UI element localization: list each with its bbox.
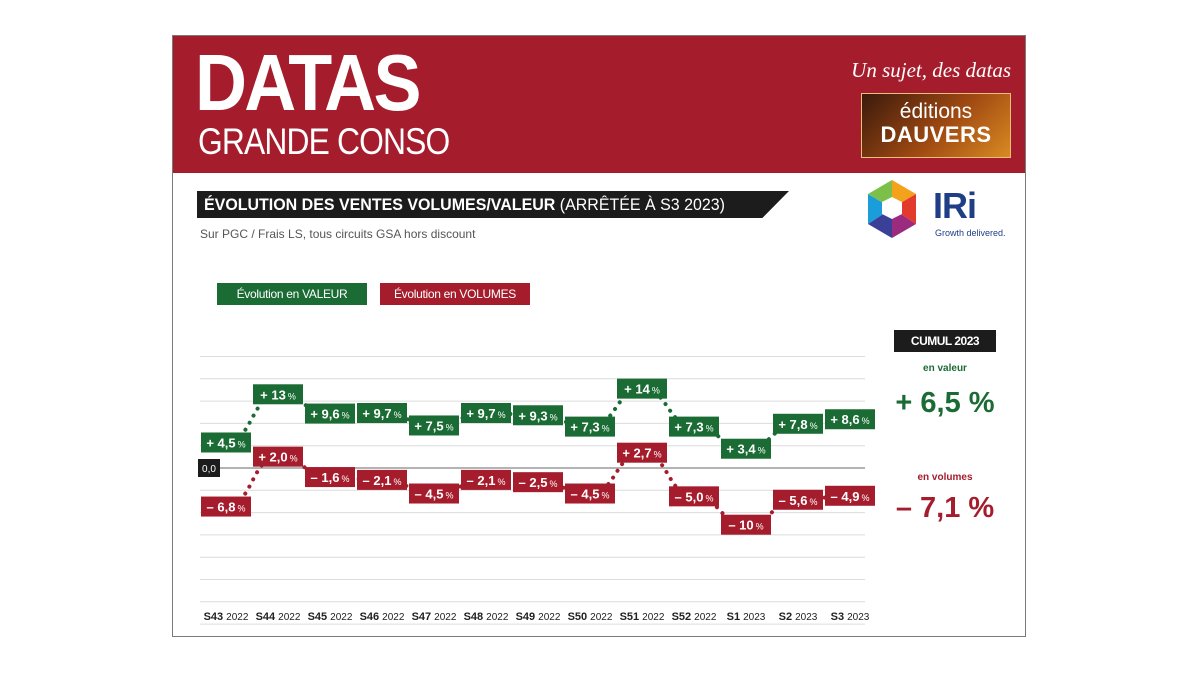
x-axis-label: S50 2022	[568, 611, 613, 623]
data-label-box	[201, 432, 251, 453]
data-label: – 2,5%	[519, 475, 558, 490]
source-logo-tagline: Growth delivered.	[935, 228, 1006, 238]
tagline: Un sujet, des datas	[851, 58, 1011, 82]
data-label-box	[253, 446, 303, 467]
brand-title: DATAS	[195, 38, 422, 127]
data-label-box	[669, 486, 719, 507]
data-label-box	[409, 415, 459, 436]
cumul-volumes-label: en volumes	[917, 472, 973, 483]
data-label: + 7,5%	[414, 418, 453, 433]
publisher-logo: éditions DAUVERS	[861, 93, 1011, 158]
x-axis-label: S1 2023	[727, 611, 766, 623]
data-label: – 6,8%	[207, 500, 246, 515]
chart-x-axis-labels: S43 2022 S44 2022 S45 2022 S46 2022 S47 2022 S48 20…	[204, 611, 870, 623]
data-label-box	[461, 403, 511, 424]
data-label: – 4,9%	[831, 489, 870, 504]
data-label: – 2,1%	[363, 473, 402, 488]
header-banner: DATAS GRANDE CONSO Un sujet, des datas é…	[173, 36, 1025, 173]
data-label-box	[305, 403, 355, 424]
publisher-logo-line2: DAUVERS	[880, 122, 992, 147]
chart-title-main: ÉVOLUTION DES VENTES VOLUMES/VALEUR	[204, 195, 556, 214]
data-label-box	[513, 472, 563, 493]
chart-title: ÉVOLUTION DES VENTES VOLUMES/VALEUR (ARR…	[204, 194, 725, 215]
x-axis-label: S47 2022	[412, 611, 457, 623]
publisher-logo-line1: éditions	[899, 100, 973, 123]
data-label: + 7,3%	[674, 420, 713, 435]
data-label: + 7,8%	[778, 417, 817, 432]
data-label-box	[513, 405, 563, 426]
line-chart: 0,0 + 4,5 %+ 13 %+ 9,6% + 9,7 %+ 7,5 %+ 9,7% +…	[198, 356, 875, 625]
x-axis-label: S44 2022	[256, 611, 301, 623]
data-label-box	[721, 438, 771, 459]
data-label: + 9,7%	[362, 406, 401, 421]
zero-label: 0,0	[202, 464, 216, 475]
chart-title-date: (ARRÊTÉE À S3 2023)	[559, 195, 725, 214]
iri-cube-logo-icon	[868, 180, 916, 238]
data-label: + 9,3%	[518, 408, 557, 423]
data-label-box	[461, 469, 511, 490]
chart-subtitle: Sur PGC / Frais LS, tous circuits GSA ho…	[200, 227, 476, 241]
x-axis-label: S51 2022	[620, 611, 665, 623]
data-label-box	[617, 378, 667, 399]
data-label: + 14%	[624, 382, 660, 397]
data-label-box	[201, 496, 251, 517]
legend-volumes: Évolution en VOLUMES	[380, 283, 530, 305]
source-logo-name: IRi	[933, 185, 977, 226]
x-axis-label: S43 2022	[204, 611, 249, 623]
data-label-box	[721, 514, 771, 535]
data-label-box	[669, 416, 719, 437]
cumul-valeur-label: en valeur	[923, 363, 967, 374]
legend-valeur: Évolution en VALEUR	[217, 283, 367, 305]
x-axis-label: S3 2023	[831, 611, 870, 623]
x-axis-label: S2 2023	[779, 611, 818, 623]
data-label-box	[565, 483, 615, 504]
data-label: – 2,1%	[467, 473, 506, 488]
data-label: – 1,6%	[311, 470, 350, 485]
cumul-valeur-value: + 6,5 %	[895, 387, 995, 419]
data-label: – 10%	[728, 518, 763, 533]
data-label-box	[565, 416, 615, 437]
data-label: + 2,0%	[258, 450, 297, 465]
data-label-box	[357, 403, 407, 424]
data-label-box	[617, 442, 667, 463]
data-label-box	[773, 413, 823, 434]
data-label: – 5,0%	[675, 489, 714, 504]
data-label: + 2,7%	[622, 446, 661, 461]
data-label-box	[825, 409, 875, 430]
cumul-volumes-value: – 7,1 %	[895, 492, 995, 524]
data-label-box	[773, 489, 823, 510]
data-label-box	[357, 469, 407, 490]
data-label: + 3,4%	[726, 442, 765, 457]
chart-title-bar: ÉVOLUTION DES VENTES VOLUMES/VALEUR (ARR…	[197, 191, 789, 218]
data-label: + 13%	[260, 387, 296, 402]
data-label-box	[305, 467, 355, 488]
zero-label-box	[198, 459, 220, 477]
data-label: + 7,3%	[570, 420, 609, 435]
data-label-box	[253, 384, 303, 405]
x-axis-label: S46 2022	[360, 611, 405, 623]
x-axis-label: S52 2022	[672, 611, 717, 623]
cumul-title: CUMUL 2023	[894, 330, 996, 352]
brand-subtitle: GRANDE CONSO	[198, 121, 450, 162]
source-logo: IRi Growth delivered.	[863, 176, 1013, 242]
data-label: – 5,6%	[779, 493, 818, 508]
data-label: + 4,5%	[206, 435, 245, 450]
data-label: – 4,5%	[415, 487, 454, 502]
data-label: – 4,5%	[571, 487, 610, 502]
infographic-card: DATAS GRANDE CONSO Un sujet, des datas é…	[172, 35, 1026, 637]
x-axis-label: S45 2022	[308, 611, 353, 623]
data-label-box	[409, 483, 459, 504]
data-label: + 8,6%	[830, 412, 869, 427]
x-axis-label: S49 2022	[516, 611, 561, 623]
chart-data-labels: + 4,5 % + 13 % + 9,6% + 9,7 % + 7,5 % + 9,7% + 9,3…	[201, 378, 875, 535]
x-axis-label: S48 2022	[464, 611, 509, 623]
data-label: + 9,6%	[310, 407, 349, 422]
data-label: + 9,7%	[466, 406, 505, 421]
data-label-box	[825, 485, 875, 506]
